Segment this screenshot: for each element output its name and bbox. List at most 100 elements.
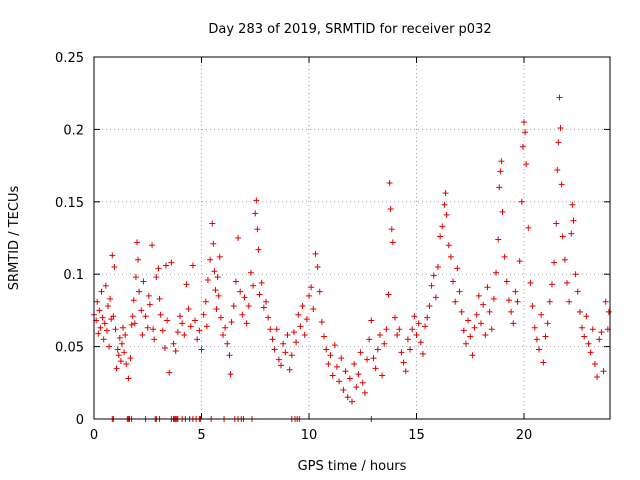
x-tick-labels: 0 5 10 15 20 bbox=[90, 428, 532, 443]
y-tick-label: 0.25 bbox=[55, 51, 84, 66]
data-point bbox=[135, 256, 142, 263]
data-point bbox=[163, 262, 170, 269]
data-point bbox=[512, 288, 519, 295]
data-point bbox=[146, 301, 153, 308]
data-point bbox=[110, 313, 117, 320]
data-point bbox=[482, 332, 489, 339]
data-point bbox=[471, 324, 478, 331]
data-point bbox=[564, 279, 570, 286]
data-point bbox=[121, 349, 128, 356]
data-point bbox=[508, 308, 515, 315]
data-point bbox=[222, 324, 229, 331]
data-point bbox=[486, 308, 493, 315]
x-tick-label: 10 bbox=[301, 428, 318, 443]
data-point bbox=[185, 305, 192, 312]
data-point bbox=[478, 320, 484, 327]
data-point bbox=[413, 332, 420, 339]
data-point bbox=[95, 330, 102, 337]
data-point bbox=[454, 265, 461, 272]
data-point bbox=[256, 291, 263, 298]
data-point bbox=[286, 366, 293, 373]
data-point bbox=[226, 352, 233, 359]
data-point bbox=[314, 263, 321, 270]
data-point bbox=[555, 139, 562, 146]
data-point bbox=[351, 360, 358, 367]
data-point bbox=[594, 374, 601, 381]
data-point bbox=[587, 349, 594, 356]
data-point bbox=[252, 210, 259, 217]
data-point bbox=[540, 359, 547, 366]
data-point bbox=[288, 352, 295, 359]
data-point bbox=[370, 355, 377, 362]
data-point bbox=[379, 372, 386, 379]
data-point bbox=[295, 311, 302, 318]
data-point bbox=[376, 332, 383, 339]
data-point bbox=[97, 324, 104, 331]
data-point bbox=[118, 340, 125, 347]
y-tick-label: 0.2 bbox=[63, 123, 84, 138]
data-point bbox=[247, 269, 254, 276]
data-point bbox=[181, 332, 188, 339]
data-point bbox=[501, 253, 508, 260]
data-point bbox=[467, 333, 474, 340]
data-point bbox=[493, 269, 500, 276]
data-point bbox=[531, 324, 538, 331]
data-point bbox=[213, 305, 220, 312]
data-point bbox=[424, 314, 431, 321]
data-point bbox=[211, 268, 218, 275]
data-point bbox=[214, 274, 221, 281]
data-point bbox=[224, 340, 231, 347]
data-point bbox=[366, 336, 373, 343]
data-point bbox=[253, 197, 260, 204]
data-point bbox=[271, 346, 278, 353]
data-point bbox=[542, 333, 549, 340]
data-point bbox=[523, 161, 530, 168]
data-point bbox=[329, 372, 336, 379]
data-point bbox=[409, 326, 416, 333]
data-point bbox=[419, 350, 426, 357]
data-point bbox=[321, 333, 328, 340]
data-point bbox=[538, 311, 545, 318]
data-point bbox=[398, 349, 405, 356]
data-point bbox=[576, 308, 583, 315]
data-point bbox=[536, 346, 543, 353]
data-point bbox=[499, 208, 506, 215]
data-point bbox=[204, 276, 211, 283]
data-point bbox=[179, 320, 186, 327]
data-point bbox=[192, 317, 199, 324]
data-point bbox=[303, 316, 310, 323]
data-point bbox=[273, 326, 280, 333]
data-point bbox=[122, 332, 129, 339]
data-point bbox=[569, 201, 576, 208]
data-point bbox=[516, 258, 523, 265]
data-point bbox=[388, 226, 395, 233]
data-point bbox=[177, 313, 183, 320]
data-point bbox=[581, 333, 588, 340]
data-point bbox=[484, 284, 491, 291]
data-point bbox=[389, 239, 396, 246]
data-point bbox=[235, 235, 242, 241]
data-point bbox=[98, 288, 105, 295]
data-point bbox=[114, 346, 121, 353]
data-point bbox=[386, 179, 393, 186]
data-point bbox=[210, 240, 217, 247]
data-point bbox=[392, 314, 398, 321]
data-point bbox=[217, 314, 224, 321]
data-point bbox=[120, 324, 127, 331]
axis-ticks bbox=[93, 56, 610, 420]
x-tick-label: 20 bbox=[516, 428, 533, 443]
data-point bbox=[469, 352, 476, 359]
data-point bbox=[187, 323, 194, 330]
data-point bbox=[196, 327, 203, 334]
data-point bbox=[498, 158, 505, 165]
data-point bbox=[116, 334, 123, 341]
data-point bbox=[297, 323, 304, 330]
data-point bbox=[216, 253, 223, 260]
y-tick-labels: 0 0.05 0.1 0.15 0.2 0.25 bbox=[55, 51, 84, 428]
data-point bbox=[529, 303, 536, 310]
data-point bbox=[556, 94, 563, 101]
data-point bbox=[456, 288, 463, 295]
data-point bbox=[495, 236, 502, 243]
data-point bbox=[269, 336, 276, 343]
y-tick-label: 0 bbox=[76, 413, 84, 428]
